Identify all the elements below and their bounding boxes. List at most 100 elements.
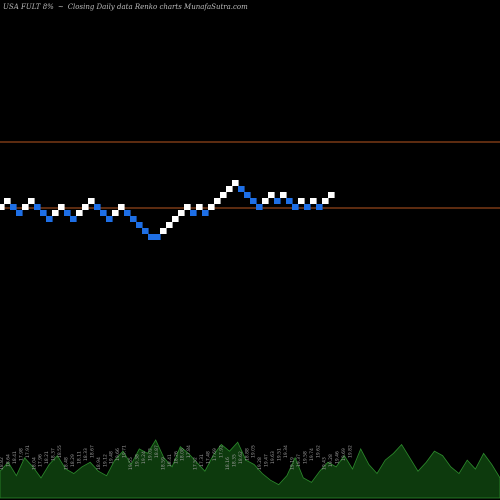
volume-price-label: 19.51 (277, 448, 283, 461)
volume-price-label: 17.84 (186, 445, 192, 458)
volume-price-label: 19.28 (328, 454, 334, 467)
renko-brick-up (298, 198, 305, 204)
renko-brick-down (100, 210, 107, 216)
volume-price-label: 19.66 (115, 448, 121, 461)
volume-price-label: 17.98 (18, 448, 24, 461)
renko-brick-down (124, 210, 131, 216)
renko-brick-down (40, 210, 47, 216)
volume-price-label: 17.69 (212, 448, 218, 461)
volume-price-label: 19.34 (283, 445, 289, 458)
volume-price-label: 19.38 (135, 454, 141, 467)
renko-brick-up (0, 204, 5, 210)
renko-brick-up (52, 210, 59, 216)
volume-price-label: 17.31 (199, 454, 205, 467)
renko-brick-down (130, 216, 137, 222)
renko-brick-up (172, 216, 179, 222)
volume-price-label: 19.02 (148, 448, 154, 461)
volume-price-label: 18.55 (57, 445, 63, 458)
chart-header: USA FULT 8% ~ Closing Daily data Renko cha… (3, 3, 252, 11)
renko-brick-down (10, 204, 17, 210)
volume-area (0, 439, 500, 499)
volume-price-label: 17.48 (206, 451, 212, 464)
volume-price-label: 18.59 (160, 457, 166, 470)
renko-brick-down (154, 234, 161, 240)
renko-brick-down (64, 210, 71, 216)
volume-price-label: 19.63 (270, 451, 276, 464)
renko-brick-up (166, 222, 173, 228)
renko-brick-up (118, 204, 125, 210)
renko-bricks (0, 180, 335, 240)
renko-brick-up (196, 204, 203, 210)
renko-brick-up (82, 204, 89, 210)
volume-price-label: 18.35 (231, 454, 237, 467)
renko-brick-down (304, 204, 311, 210)
volume-price-label: 19.71 (122, 445, 128, 458)
renko-brick-down (292, 204, 299, 210)
renko-brick-down (250, 198, 257, 204)
volume-price-label: 18.94 (96, 457, 102, 470)
volume-price-label: 17.91 (25, 445, 31, 458)
volume-price-label: 17.52 (193, 457, 199, 470)
renko-brick-up (88, 198, 95, 204)
renko-brick-up (328, 192, 335, 198)
volume-price-label: 17.92 (219, 445, 225, 458)
renko-brick-up (4, 198, 11, 204)
renko-brick-up (226, 186, 233, 192)
renko-brick-down (46, 216, 53, 222)
volume-area-path (0, 439, 500, 499)
symbol-label: USA FULT 8% (3, 3, 54, 11)
volume-price-label: 19.46 (335, 451, 341, 464)
volume-price-label: 18.29 (70, 454, 76, 467)
renko-brick-down (238, 186, 245, 192)
renko-brick-up (214, 198, 221, 204)
renko-brick-up (112, 210, 119, 216)
volume-price-label: 18.08 (180, 448, 186, 461)
volume-price-label: 18.37 (51, 448, 57, 461)
renko-brick-up (160, 228, 167, 234)
renko-brick-up (220, 192, 227, 198)
volume-price-label: 18.16 (225, 457, 231, 470)
volume-price-label: 19.74 (309, 448, 315, 461)
renko-brick-down (316, 204, 323, 210)
renko-brick-up (232, 180, 239, 186)
volume-price-label: 18.88 (244, 448, 250, 461)
renko-brick-up (22, 204, 29, 210)
renko-brick-up (310, 198, 317, 204)
volume-price-label: 19.28 (257, 457, 263, 470)
renko-brick-up (28, 198, 35, 204)
renko-brick-down (70, 216, 77, 222)
renko-brick-down (256, 204, 263, 210)
volume-price-label: 19.19 (290, 457, 296, 470)
renko-brick-down (202, 210, 209, 216)
volume-price-label: 17.96 (38, 454, 44, 467)
renko-brick-up (262, 198, 269, 204)
volume-price-label: 19.62 (315, 445, 321, 458)
volume-price-label: 19.12 (102, 454, 108, 467)
renko-brick-down (148, 234, 155, 240)
volume-price-label: 18.26 (173, 451, 179, 464)
volume-price-label: 19.82 (348, 445, 354, 458)
volume-price-label: 19.43 (322, 457, 328, 470)
volume-price-label: 18.62 (238, 451, 244, 464)
volume-price-label: 18.11 (77, 451, 83, 464)
renko-brick-down (94, 204, 101, 210)
volume-price-label: 18.41 (167, 454, 173, 467)
renko-brick-up (268, 192, 275, 198)
volume-price-label: 18.87 (154, 445, 160, 458)
renko-brick-up (76, 210, 83, 216)
renko-brick-up (322, 198, 329, 204)
volume-price-label: 19.55 (128, 457, 134, 470)
renko-brick-up (208, 204, 215, 210)
volume-price-label: 18.48 (64, 457, 70, 470)
renko-brick-down (136, 222, 143, 228)
volume-price-label: 19.05 (251, 445, 257, 458)
volume-price-label: 18.21 (44, 451, 50, 464)
renko-brick-down (142, 228, 149, 234)
renko-brick-down (274, 198, 281, 204)
renko-brick-down (106, 216, 113, 222)
renko-brick-down (286, 198, 293, 204)
volume-price-label: 19.58 (302, 451, 308, 464)
volume-price-label: 19.24 (141, 451, 147, 464)
volume-price-label: 19.37 (296, 454, 302, 467)
